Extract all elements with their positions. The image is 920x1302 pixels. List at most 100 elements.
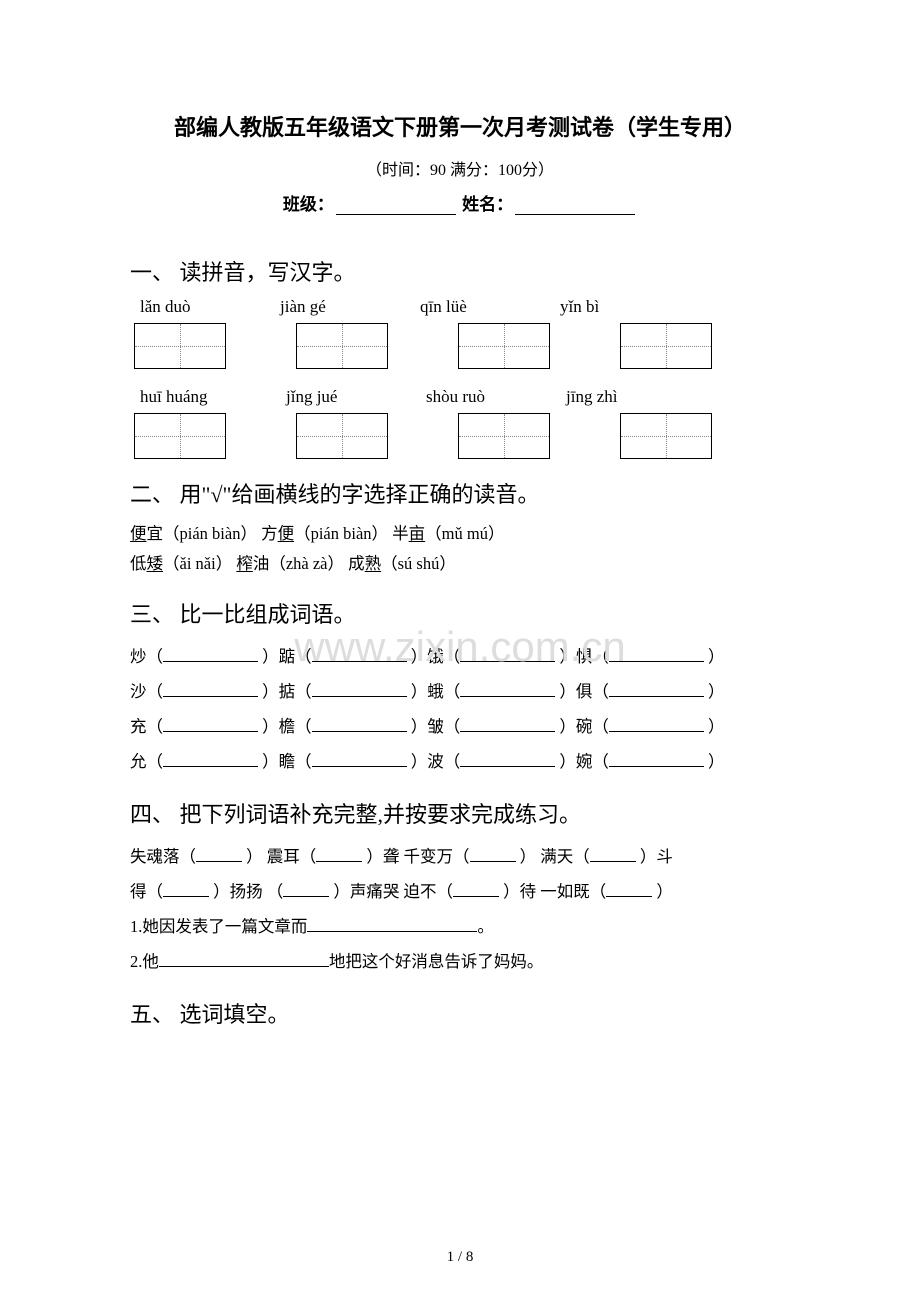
- blank[interactable]: [609, 766, 704, 767]
- blank[interactable]: [312, 661, 407, 662]
- blank[interactable]: [163, 766, 258, 767]
- page-title: 部编人教版五年级语文下册第一次月考测试卷（学生专用）: [130, 110, 790, 142]
- underlined-char: 便: [130, 524, 147, 543]
- blank[interactable]: [460, 766, 555, 767]
- text: ） 震耳（: [246, 847, 316, 866]
- text: ）碗（: [559, 717, 609, 736]
- text: ）: [708, 682, 725, 701]
- char-box[interactable]: [134, 323, 226, 369]
- text: 半: [392, 524, 409, 543]
- char-box[interactable]: [620, 413, 712, 459]
- text: 方: [261, 524, 278, 543]
- text: ）檐（: [262, 717, 312, 736]
- blank[interactable]: [460, 696, 555, 697]
- blank[interactable]: [163, 661, 258, 662]
- section-2-heading: 二、 用"√"给画横线的字选择正确的读音。: [130, 477, 790, 509]
- underlined-char: 熟: [365, 554, 382, 573]
- blank[interactable]: [460, 731, 555, 732]
- blank[interactable]: [606, 896, 652, 897]
- pinyin: jiàn gé: [280, 297, 376, 317]
- underlined-char: 便: [278, 524, 295, 543]
- text: 宜（pián biàn）: [147, 524, 257, 543]
- text: ）待 一如既（: [503, 882, 606, 901]
- section-5-heading: 五、 选词填空。: [130, 997, 790, 1029]
- blank[interactable]: [609, 661, 704, 662]
- time-score: （时间：90 满分：100分）: [130, 156, 790, 180]
- blank[interactable]: [163, 896, 209, 897]
- pinyin: jǐng jué: [286, 387, 382, 407]
- pinyin: shòu ruò: [426, 387, 522, 407]
- text: ）蛾（: [411, 682, 461, 701]
- blank[interactable]: [460, 661, 555, 662]
- text: 2.他: [130, 952, 159, 971]
- blank[interactable]: [609, 731, 704, 732]
- blank[interactable]: [312, 696, 407, 697]
- blank[interactable]: [590, 861, 636, 862]
- char-box[interactable]: [458, 413, 550, 459]
- text: ） 满天（: [520, 847, 590, 866]
- text: ）: [708, 752, 725, 771]
- fill-row: 沙（ ）掂（ ）蛾（ ）俱（ ）: [130, 674, 790, 709]
- text: ）俱（: [559, 682, 609, 701]
- blank[interactable]: [316, 861, 362, 862]
- blank[interactable]: [453, 896, 499, 897]
- text: ）扬扬 （: [213, 882, 283, 901]
- text: （mǔ mú）: [425, 524, 504, 543]
- text: 得（: [130, 882, 163, 901]
- blank[interactable]: [312, 731, 407, 732]
- blank[interactable]: [196, 861, 242, 862]
- text: ）: [656, 882, 673, 901]
- text: ）掂（: [262, 682, 312, 701]
- section-1-heading: 一、 读拼音，写汉字。: [130, 255, 790, 287]
- text: 油（zhà zà）: [253, 554, 344, 573]
- char-box[interactable]: [458, 323, 550, 369]
- blank[interactable]: [163, 731, 258, 732]
- text: 低: [130, 554, 147, 573]
- section-4-q1: 1.她因发表了一篇文章而。: [130, 909, 790, 944]
- blank[interactable]: [312, 766, 407, 767]
- section-2-line2: 低矮（ǎi nǎi） 榨油（zhà zà） 成熟（sú shú）: [130, 549, 790, 579]
- blank[interactable]: [609, 696, 704, 697]
- section-4-heading: 四、 把下列词语补充完整,并按要求完成练习。: [130, 797, 790, 829]
- text: （ǎi nǎi）: [163, 554, 232, 573]
- char-box-row-1: [134, 323, 790, 369]
- text: 允（: [130, 752, 163, 771]
- underlined-char: 榨: [236, 554, 253, 573]
- name-blank[interactable]: [515, 214, 635, 215]
- fill-row: 炒（ ）踮（ ）饿（ ）惧（ ）: [130, 639, 790, 674]
- pinyin-row-1: lǎn duò jiàn gé qīn lüè yǐn bì: [140, 297, 790, 317]
- text: 地把这个好消息告诉了妈妈。: [329, 952, 544, 971]
- text: （pián biàn）: [294, 524, 388, 543]
- class-blank[interactable]: [336, 214, 456, 215]
- blank[interactable]: [283, 896, 329, 897]
- char-box[interactable]: [296, 413, 388, 459]
- text: ）踮（: [262, 647, 312, 666]
- text: ）: [708, 717, 725, 736]
- pinyin: qīn lüè: [420, 297, 516, 317]
- section-3-heading: 三、 比一比组成词语。: [130, 597, 790, 629]
- text: 充（: [130, 717, 163, 736]
- text: ）皱（: [411, 717, 461, 736]
- fill-row: 充（ ）檐（ ）皱（ ）碗（ ）: [130, 709, 790, 744]
- pinyin-row-2: huī huáng jǐng jué shòu ruò jīng zhì: [140, 387, 790, 407]
- text: （sú shú）: [381, 554, 456, 573]
- blank[interactable]: [307, 931, 477, 932]
- pinyin: yǐn bì: [560, 297, 656, 317]
- char-box[interactable]: [620, 323, 712, 369]
- section-2-line1: 便宜（pián biàn） 方便（pián biàn） 半亩（mǔ mú）: [130, 519, 790, 549]
- pinyin: jīng zhì: [566, 387, 662, 407]
- name-label: 姓名：: [462, 195, 513, 214]
- section-4-q2: 2.他 地把这个好消息告诉了妈妈。: [130, 944, 790, 979]
- text: 沙（: [130, 682, 163, 701]
- section-3-rows: 炒（ ）踮（ ）饿（ ）惧（ ） 沙（ ）掂（ ）蛾（ ）俱（ ） 充（ ）檐（…: [130, 639, 790, 779]
- page-footer: 1 / 8: [0, 1249, 920, 1266]
- blank[interactable]: [159, 966, 329, 967]
- blank[interactable]: [163, 696, 258, 697]
- text: 失魂落（: [130, 847, 196, 866]
- text: 1.她因发表了一篇文章而: [130, 917, 307, 936]
- text: ）斗: [640, 847, 673, 866]
- text: 成: [348, 554, 365, 573]
- char-box[interactable]: [296, 323, 388, 369]
- char-box[interactable]: [134, 413, 226, 459]
- blank[interactable]: [470, 861, 516, 862]
